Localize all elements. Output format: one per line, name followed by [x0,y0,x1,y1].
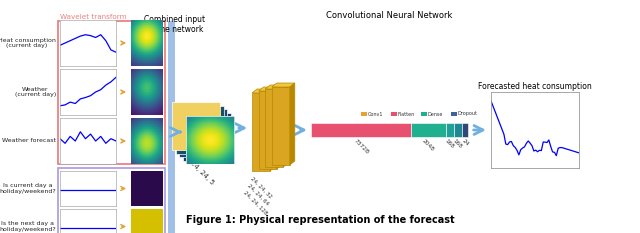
Polygon shape [265,85,288,89]
Text: 24, 24, 64: 24, 24, 64 [246,183,269,206]
Bar [421,112,427,116]
Polygon shape [290,83,295,165]
Text: Dense: Dense [428,112,443,116]
Text: Flatten: Flatten [398,112,415,116]
Polygon shape [272,83,295,87]
Text: Figure 1: Physical representation of the forecast: Figure 1: Physical representation of the… [186,215,454,225]
Bar [168,21,175,233]
Bar [58,21,165,164]
Polygon shape [276,87,282,169]
Bar [252,93,270,171]
Bar [311,123,411,137]
Bar [446,123,454,137]
Bar [58,168,165,233]
Polygon shape [259,87,282,91]
Polygon shape [283,85,288,167]
Bar [259,91,276,169]
Text: Dropout: Dropout [458,112,478,116]
Text: Wavelet transform: Wavelet transform [60,14,127,20]
Text: 2048: 2048 [421,138,435,152]
Bar [361,112,367,116]
Text: 24, 24, 32: 24, 24, 32 [250,176,273,199]
Bar [272,87,290,165]
Text: 168: 168 [444,138,456,149]
Bar [451,112,457,116]
Bar [179,109,227,157]
Polygon shape [252,89,275,93]
Text: 7372B: 7372B [352,138,369,155]
Bar [182,113,230,161]
Bar [462,123,468,137]
Text: Heat consumption
(current day): Heat consumption (current day) [0,38,56,48]
Bar [391,112,397,116]
Text: Is current day a
holiday/weekend?: Is current day a holiday/weekend? [0,183,56,194]
Text: Is the next day a
holiday/weekend?: Is the next day a holiday/weekend? [0,221,56,232]
Text: 168: 168 [452,138,463,149]
Bar [175,106,223,154]
Text: Conv1: Conv1 [368,112,383,116]
Text: Combined input
to the network: Combined input to the network [145,15,205,34]
Text: Forecasted heat consumption
for the next day: Forecasted heat consumption for the next… [478,82,591,101]
Text: Convolutional Neural Network: Convolutional Neural Network [326,11,452,20]
Text: 24, 24, 5: 24, 24, 5 [189,160,215,186]
Bar [411,123,446,137]
Text: 24, 24, 128: 24, 24, 128 [242,190,268,216]
Bar [172,102,220,150]
Text: Weather forecast: Weather forecast [2,138,56,144]
Text: Weather
(current day): Weather (current day) [15,87,56,97]
Bar [454,123,462,137]
Text: 24: 24 [460,138,469,147]
Polygon shape [270,89,275,171]
Bar [265,89,283,167]
